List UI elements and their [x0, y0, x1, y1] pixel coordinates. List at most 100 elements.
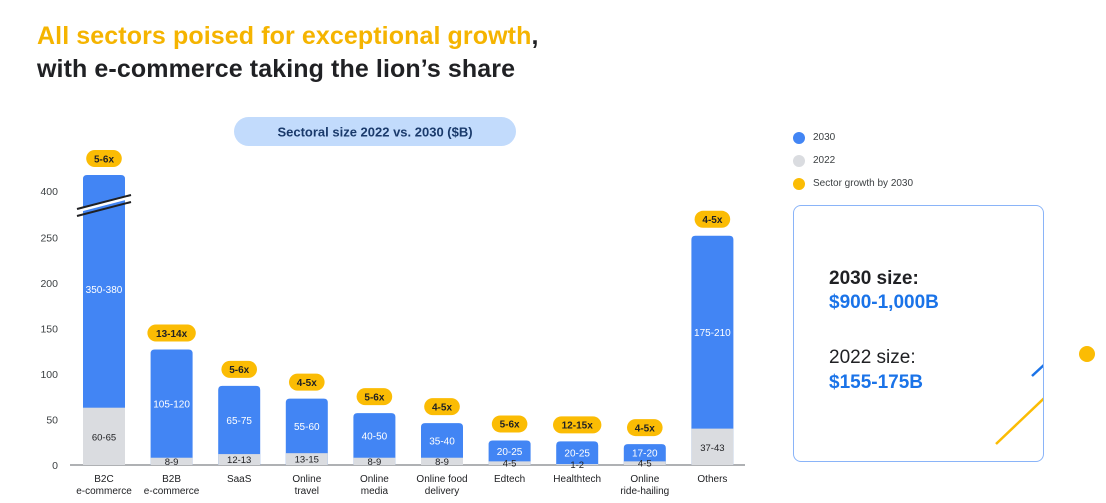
- bar-2022: [488, 461, 531, 465]
- bar-2022: [691, 428, 734, 465]
- bar-2022: [623, 461, 666, 465]
- growth-label: 5-6x: [364, 392, 384, 403]
- growth-label: 5-6x: [500, 420, 520, 431]
- headline: All sectors poised for exceptional growt…: [37, 20, 539, 86]
- category-label: Others: [697, 474, 727, 485]
- growth-pill: [694, 210, 731, 228]
- decorative-blue-line: [1031, 364, 1043, 377]
- chart-title: Sectoral size 2022 vs. 2030 ($B): [277, 125, 472, 140]
- legend-label-2030: 2030: [813, 132, 836, 143]
- category-label: Online: [630, 474, 659, 485]
- y-tick-label: 0: [52, 460, 58, 472]
- chart-title-pill: [234, 117, 516, 146]
- category-label: delivery: [425, 486, 459, 497]
- bar-2030: [691, 235, 734, 465]
- legend-label-growth: Sector growth by 2030: [813, 178, 914, 189]
- bar-2022: [353, 457, 396, 465]
- value-label-2030: 175-210: [694, 328, 731, 339]
- axis-break-gap: [76, 195, 132, 213]
- y-tick-label: 100: [40, 369, 58, 381]
- legend-swatch-growth: [793, 177, 805, 190]
- value-label-2022: 8-9: [435, 457, 449, 468]
- legend-label-2022: 2022: [813, 155, 836, 166]
- bar-2022: [83, 407, 125, 465]
- bar-2030: [83, 175, 125, 465]
- value-label-2022: 8-9: [368, 457, 382, 468]
- value-label-2030: 65-75: [226, 416, 252, 427]
- bar-2030: [623, 444, 666, 465]
- category-label: Healthtech: [553, 474, 601, 485]
- bar-2022: [556, 464, 599, 465]
- axis-break-line-top: [76, 201, 132, 217]
- value-label-2030: 350-380: [86, 285, 123, 296]
- value-label-2022: 4-5: [503, 459, 517, 470]
- bar-2022: [218, 454, 261, 465]
- value-label-2022: 37-43: [700, 443, 724, 454]
- category-label: e-commerce: [144, 486, 200, 497]
- growth-label: 5-6x: [94, 154, 114, 165]
- bar-2030: [556, 441, 599, 465]
- category-label: Online: [360, 474, 389, 485]
- y-tick-label: 150: [40, 324, 58, 336]
- y-tick-label: 200: [40, 278, 58, 290]
- value-label-2022: 13-15: [295, 455, 319, 466]
- bar-2022: [150, 457, 193, 465]
- legend-item-2022: 2022: [793, 149, 913, 172]
- market-size-summary-card: 2030 size: $900-1,000B 2022 size: $155-1…: [793, 205, 1044, 462]
- decorative-growth-lines: [995, 364, 1043, 445]
- bar-2030: [488, 440, 531, 465]
- value-label-2022: 4-5: [638, 459, 652, 470]
- growth-pill: [289, 373, 325, 391]
- value-label-2030: 105-120: [153, 400, 190, 411]
- value-label-2030: 20-25: [564, 449, 590, 460]
- legend-item-growth: Sector growth by 2030: [793, 172, 913, 195]
- bar-2030: [421, 423, 463, 465]
- sector-bar-chart: Sectoral size 2022 vs. 2030 ($B) 0 50 100 15…: [40, 117, 745, 497]
- category-label: B2B: [162, 474, 181, 485]
- legend-swatch-2022: [793, 154, 805, 167]
- value-label-2022: 8-9: [165, 457, 179, 468]
- value-label-2022: 60-65: [92, 432, 116, 443]
- growth-label: 4-5x: [432, 402, 452, 413]
- growth-pill: [553, 416, 602, 434]
- category-label: travel: [295, 486, 319, 497]
- chart-legend: 2030 2022 Sector growth by 2030: [793, 126, 913, 195]
- category-label: Edtech: [494, 474, 525, 485]
- category-label: ride-hailing: [620, 486, 669, 497]
- value-label-2030: 40-50: [362, 431, 388, 442]
- value-label-2030: 20-25: [497, 447, 523, 458]
- growth-label: 13-14x: [156, 329, 188, 340]
- size-2030-label: 2030 size:: [829, 268, 919, 289]
- decorative-yellow-dot: [1079, 346, 1095, 362]
- bar-2022: [421, 457, 463, 465]
- growth-pill: [424, 398, 460, 416]
- size-2022-label: 2022 size:: [829, 347, 916, 368]
- growth-pill: [86, 150, 122, 167]
- category-label: B2C: [94, 474, 113, 485]
- category-label: Online: [292, 474, 321, 485]
- value-label-2022: 12-13: [227, 455, 251, 466]
- growth-pill: [221, 360, 257, 378]
- legend-swatch-2030: [793, 131, 805, 144]
- size-2030-value: $900-1,000B: [829, 292, 939, 313]
- value-label-2030: 17-20: [632, 449, 658, 460]
- y-tick-label: 250: [40, 233, 58, 245]
- category-label: media: [361, 486, 389, 497]
- growth-pill: [147, 324, 196, 342]
- category-label: e-commerce: [76, 486, 132, 497]
- growth-label: 4-5x: [702, 215, 722, 226]
- headline-accent: All sectors poised for exceptional growt…: [37, 22, 532, 50]
- bar-2030: [150, 349, 193, 465]
- axis-break-line-bottom: [76, 194, 132, 210]
- growth-label: 12-15x: [562, 421, 594, 432]
- category-label: SaaS: [227, 474, 252, 485]
- value-label-2030: 55-60: [294, 422, 320, 433]
- growth-pill: [491, 415, 528, 433]
- y-tick-label: 50: [46, 415, 58, 427]
- value-label-2030: 35-40: [429, 436, 455, 447]
- bar-2022: [285, 453, 328, 465]
- growth-pill: [356, 388, 393, 406]
- growth-label: 4-5x: [297, 378, 317, 389]
- category-label: Online food: [416, 474, 467, 485]
- bar-2030: [285, 398, 328, 465]
